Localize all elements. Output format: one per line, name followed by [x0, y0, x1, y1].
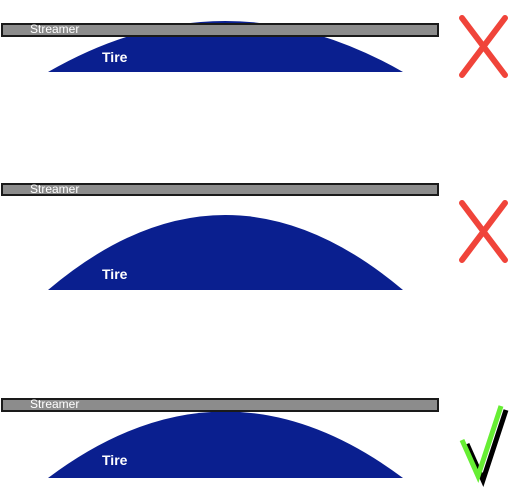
scenario-3: Streamer Tire: [2, 397, 506, 480]
tire-label: Tire: [102, 49, 128, 65]
scenario-1: Streamer Tire: [2, 18, 505, 75]
check-mark-icon: [462, 406, 506, 480]
x-mark-icon: [462, 203, 505, 260]
tire-label: Tire: [102, 266, 128, 282]
streamer-label: Streamer: [30, 397, 79, 411]
tire-label: Tire: [102, 452, 128, 468]
tire-shape: [48, 412, 403, 479]
scenario-2: Streamer Tire: [2, 182, 505, 290]
x-mark-icon: [462, 18, 505, 75]
streamer-label: Streamer: [30, 22, 79, 36]
streamer-label: Streamer: [30, 182, 79, 196]
